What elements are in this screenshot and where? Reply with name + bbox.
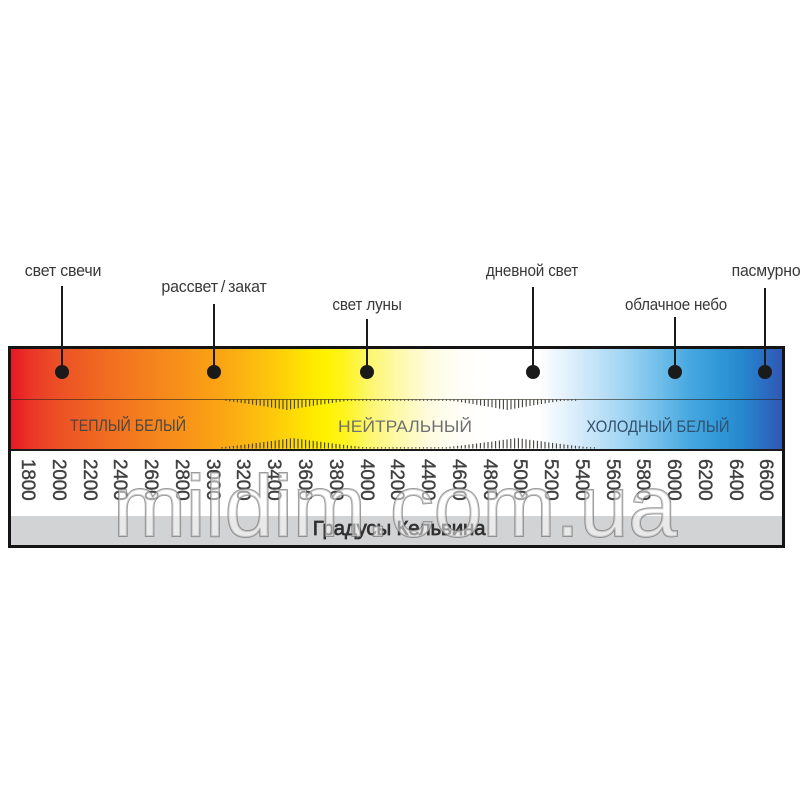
svg-text:mildim.com.ua: mildim.com.ua: [113, 457, 677, 555]
